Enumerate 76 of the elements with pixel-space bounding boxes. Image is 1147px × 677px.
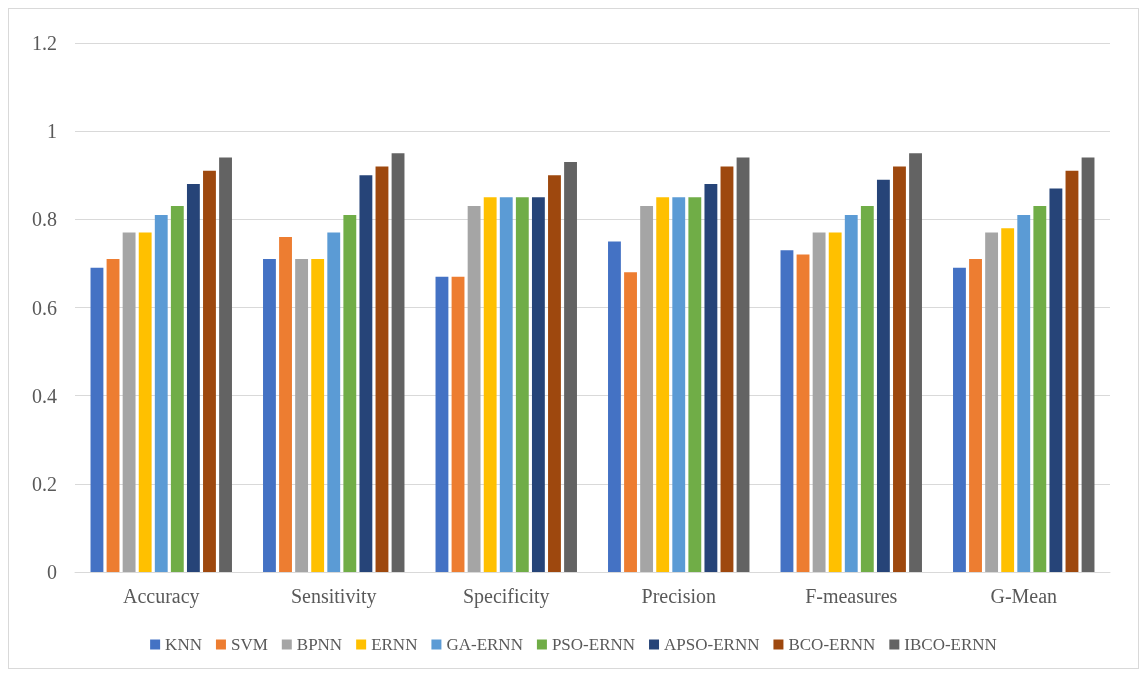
bar [704,184,718,572]
y-tick-label: 0.2 [32,472,57,495]
bar [656,197,670,572]
legend-label: SVM [230,635,268,654]
bar [451,276,465,572]
bar [1001,228,1015,572]
bar [203,170,216,572]
bar [170,206,184,572]
bar [279,236,292,572]
bar [311,259,325,572]
bar [1033,206,1047,572]
bar [327,232,341,572]
bar [154,214,168,572]
bar [548,175,561,572]
bar [359,175,373,572]
bar [122,232,136,572]
legend-label: IBCO-ERNN [904,635,997,654]
y-tick-label: 1 [47,120,57,143]
bar [295,259,309,572]
bar [640,206,654,572]
bar [1017,214,1031,572]
legend-label: BPNN [296,635,343,654]
bar [828,232,842,572]
bar [893,166,906,572]
bar [969,259,982,572]
x-tick-label: Precision [641,585,716,607]
bar [953,267,966,572]
bar [499,197,513,572]
y-tick-label: 0.4 [32,384,57,407]
bar [720,166,734,572]
y-tick-label: 0.8 [32,208,57,231]
x-tick-label: Specificity [462,585,550,608]
x-tick-label: G-Mean [990,585,1058,607]
bar [138,232,152,572]
bar [90,267,104,572]
bar [483,197,497,572]
bar [672,197,686,572]
bar [985,232,999,572]
bar [375,166,389,572]
x-tick-label: F-measures [805,585,898,607]
y-tick-label: 0.6 [32,296,57,319]
x-tick-label: Accuracy [122,585,200,608]
legend-label: GA-ERNN [446,635,523,654]
bar [467,206,481,572]
bar [263,259,276,572]
legend-label: KNN [165,635,202,654]
bar [624,272,637,572]
legend-label: BCO-ERNN [788,635,876,654]
legend-label: PSO-ERNN [551,635,636,654]
bar [736,157,750,572]
bar [391,153,405,572]
bar [688,197,702,572]
bar [1081,157,1095,572]
bar [780,250,794,572]
bar [219,157,232,572]
bar [106,259,120,572]
y-tick-label: 1.2 [32,32,57,54]
bar [844,214,858,572]
bar [812,232,826,572]
bar [796,254,810,572]
y-tick-label: 0 [47,561,57,583]
legend-label: APSO-ERNN [664,635,760,654]
bar [1065,170,1079,572]
bar [860,206,874,572]
legend-label: ERNN [371,635,418,654]
bar [564,162,577,572]
bar [186,184,200,572]
bar [531,197,545,572]
bar [909,153,922,572]
bar [608,241,621,572]
bar [1049,188,1063,572]
bar [876,179,890,572]
bar [435,276,449,572]
x-tick-label: Sensitivity [290,585,377,608]
bar [515,197,529,572]
bar [343,214,357,572]
